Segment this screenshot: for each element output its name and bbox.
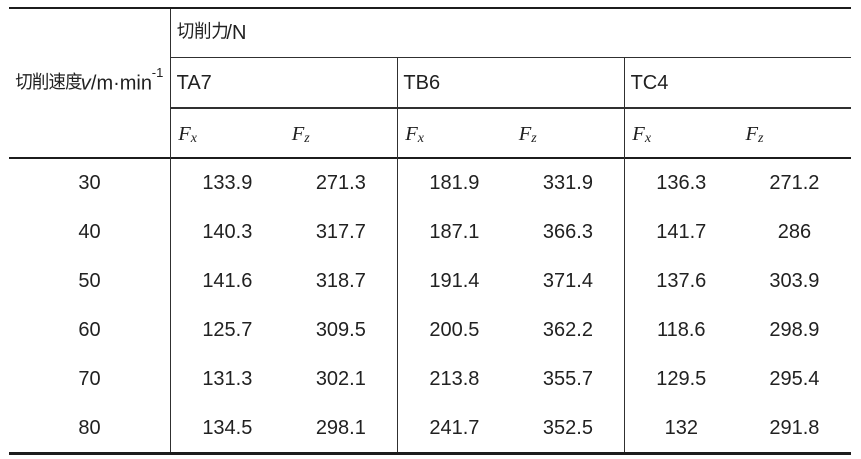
- svg-text:-1: -1: [152, 65, 164, 80]
- svg-text:/N: /N: [226, 22, 246, 44]
- svg-text:/m·min: /m·min: [91, 73, 152, 95]
- svg-text:v: v: [81, 73, 92, 95]
